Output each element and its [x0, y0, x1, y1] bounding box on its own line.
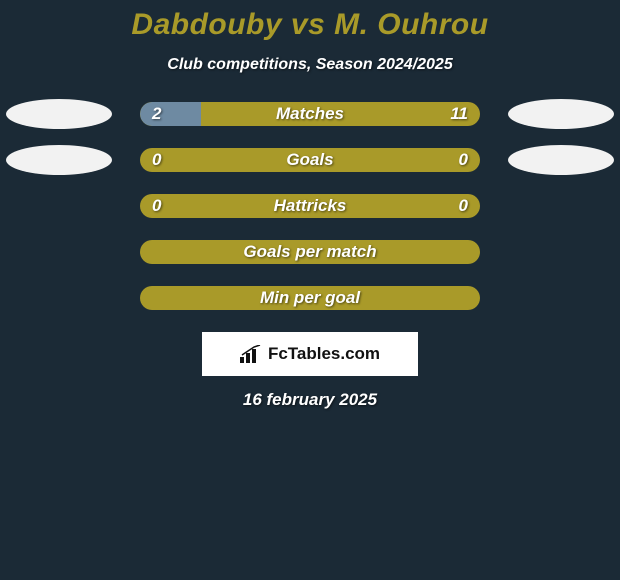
- page-subtitle: Club competitions, Season 2024/2025: [0, 56, 620, 74]
- stat-label: Hattricks: [140, 196, 480, 216]
- stat-row: 2Matches11: [0, 102, 620, 126]
- stat-label: Goals per match: [140, 242, 480, 262]
- stat-label: Goals: [140, 150, 480, 170]
- page-title: Dabdouby vs M. Ouhrou: [0, 8, 620, 42]
- comparison-panel: Dabdouby vs M. Ouhrou Club competitions,…: [0, 0, 620, 580]
- stat-bar: 0Goals0: [140, 148, 480, 172]
- source-logo: FcTables.com: [202, 332, 418, 376]
- stat-bar: Min per goal: [140, 286, 480, 310]
- player-left-oval: [6, 99, 112, 129]
- player-right-oval: [508, 145, 614, 175]
- stat-label: Matches: [140, 104, 480, 124]
- stat-row: 0Goals0: [0, 148, 620, 172]
- stat-rows: 2Matches110Goals00Hattricks0Goals per ma…: [0, 102, 620, 310]
- fctables-icon: [240, 345, 262, 363]
- player-right-oval: [508, 99, 614, 129]
- stat-value-right: 0: [459, 196, 468, 216]
- stat-label: Min per goal: [140, 288, 480, 308]
- stat-row: 0Hattricks0: [0, 194, 620, 218]
- stat-value-right: 0: [459, 150, 468, 170]
- player-left-oval: [6, 145, 112, 175]
- stat-row: Min per goal: [0, 286, 620, 310]
- logo-text: FcTables.com: [268, 344, 380, 364]
- stat-bar: 2Matches11: [140, 102, 480, 126]
- stat-row: Goals per match: [0, 240, 620, 264]
- snapshot-date: 16 february 2025: [0, 390, 620, 410]
- stat-bar: 0Hattricks0: [140, 194, 480, 218]
- stat-value-right: 11: [450, 104, 468, 124]
- stat-bar: Goals per match: [140, 240, 480, 264]
